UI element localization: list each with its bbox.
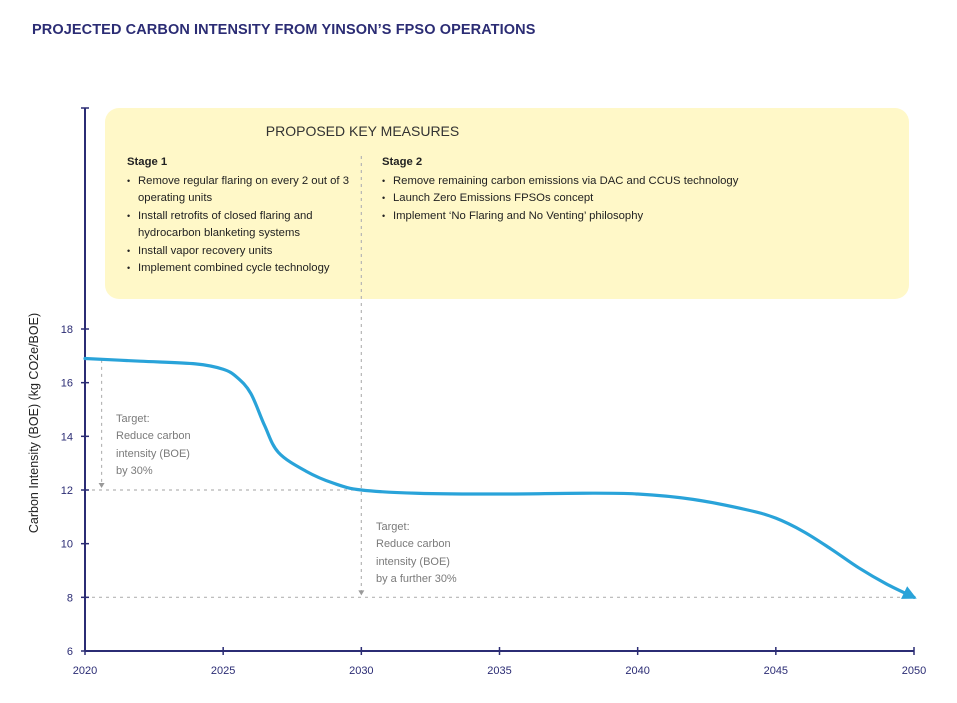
target-arrow-2-head: [358, 590, 365, 596]
stage-1-item: Install vapor recovery units: [127, 243, 367, 261]
target-annotation-1: Target: Reduce carbon intensity (BOE) by…: [116, 411, 191, 481]
x-tick-label: 2045: [764, 665, 788, 677]
stage-1-title: Stage 1: [127, 156, 168, 168]
stage-1-section: Stage 1 Remove regular flaring on every …: [127, 156, 367, 278]
x-tick-label: 2040: [625, 665, 649, 677]
target-annotation-2: Target: Reduce carbon intensity (BOE) by…: [376, 519, 457, 589]
stage-2-title: Stage 2: [382, 156, 423, 168]
y-tick-label: 16: [61, 378, 73, 390]
annotation-line: Reduce carbon: [116, 430, 191, 443]
x-tick-label: 2020: [73, 665, 97, 677]
y-tick-label: 10: [61, 539, 73, 551]
stage-1-item: Remove regular flaring on every 2 out of…: [127, 173, 367, 208]
annotation-line: intensity (BOE): [376, 555, 450, 568]
reference-lines: [85, 156, 914, 598]
annotation-line: by a further 30%: [376, 573, 457, 586]
series-line: [83, 356, 916, 599]
stage-1-item: Implement combined cycle technology: [127, 260, 367, 278]
x-tick-label: 2025: [211, 665, 235, 677]
y-tick-label: 18: [61, 324, 73, 336]
y-tick-label: 6: [67, 646, 73, 658]
annotation-line: by 30%: [116, 465, 153, 478]
series-end-arrow: [901, 586, 917, 599]
y-tick-label: 12: [61, 485, 73, 497]
stage-2-section: Stage 2 Remove remaining carbon emission…: [382, 156, 882, 226]
proposed-key-measures-box: PROPOSED KEY MEASURES Stage 1 Remove reg…: [105, 108, 909, 299]
x-tick-label: 2035: [487, 665, 511, 677]
axes: 6 8 10 12 14 16 18 2020 2025 2030 2035 2040 2045 2050: [61, 107, 926, 677]
annotation-line: Target:: [116, 413, 150, 425]
stage-1-item: Install retrofits of closed flaring and …: [127, 208, 367, 243]
stage-1-list: Remove regular flaring on every 2 out of…: [127, 173, 367, 278]
measures-title: PROPOSED KEY MEASURES: [265, 123, 460, 139]
series-group: [83, 356, 917, 599]
annotation-line: Target:: [376, 521, 410, 533]
annotation-line: intensity (BOE): [116, 447, 190, 460]
stage-2-list: Remove remaining carbon emissions via DA…: [382, 173, 882, 226]
x-tick-label: 2050: [902, 665, 926, 677]
target-arrow-1-head: [98, 483, 105, 488]
annotation-line: Reduce carbon: [376, 538, 451, 551]
y-tick-label: 8: [67, 592, 73, 604]
stage-2-item: Implement ‘No Flaring and No Venting’ ph…: [382, 208, 882, 226]
y-axis-title: Carbon Intensity (BOE) (kg CO2e/BOE): [27, 313, 41, 533]
y-tick-label: 14: [61, 431, 73, 443]
chart-title: PROJECTED CARBON INTENSITY FROM YINSON’S…: [32, 22, 536, 38]
x-tick-label: 2030: [349, 665, 373, 677]
stage-2-item: Launch Zero Emissions FPSOs concept: [382, 190, 882, 208]
stage-2-item: Remove remaining carbon emissions via DA…: [382, 173, 882, 191]
